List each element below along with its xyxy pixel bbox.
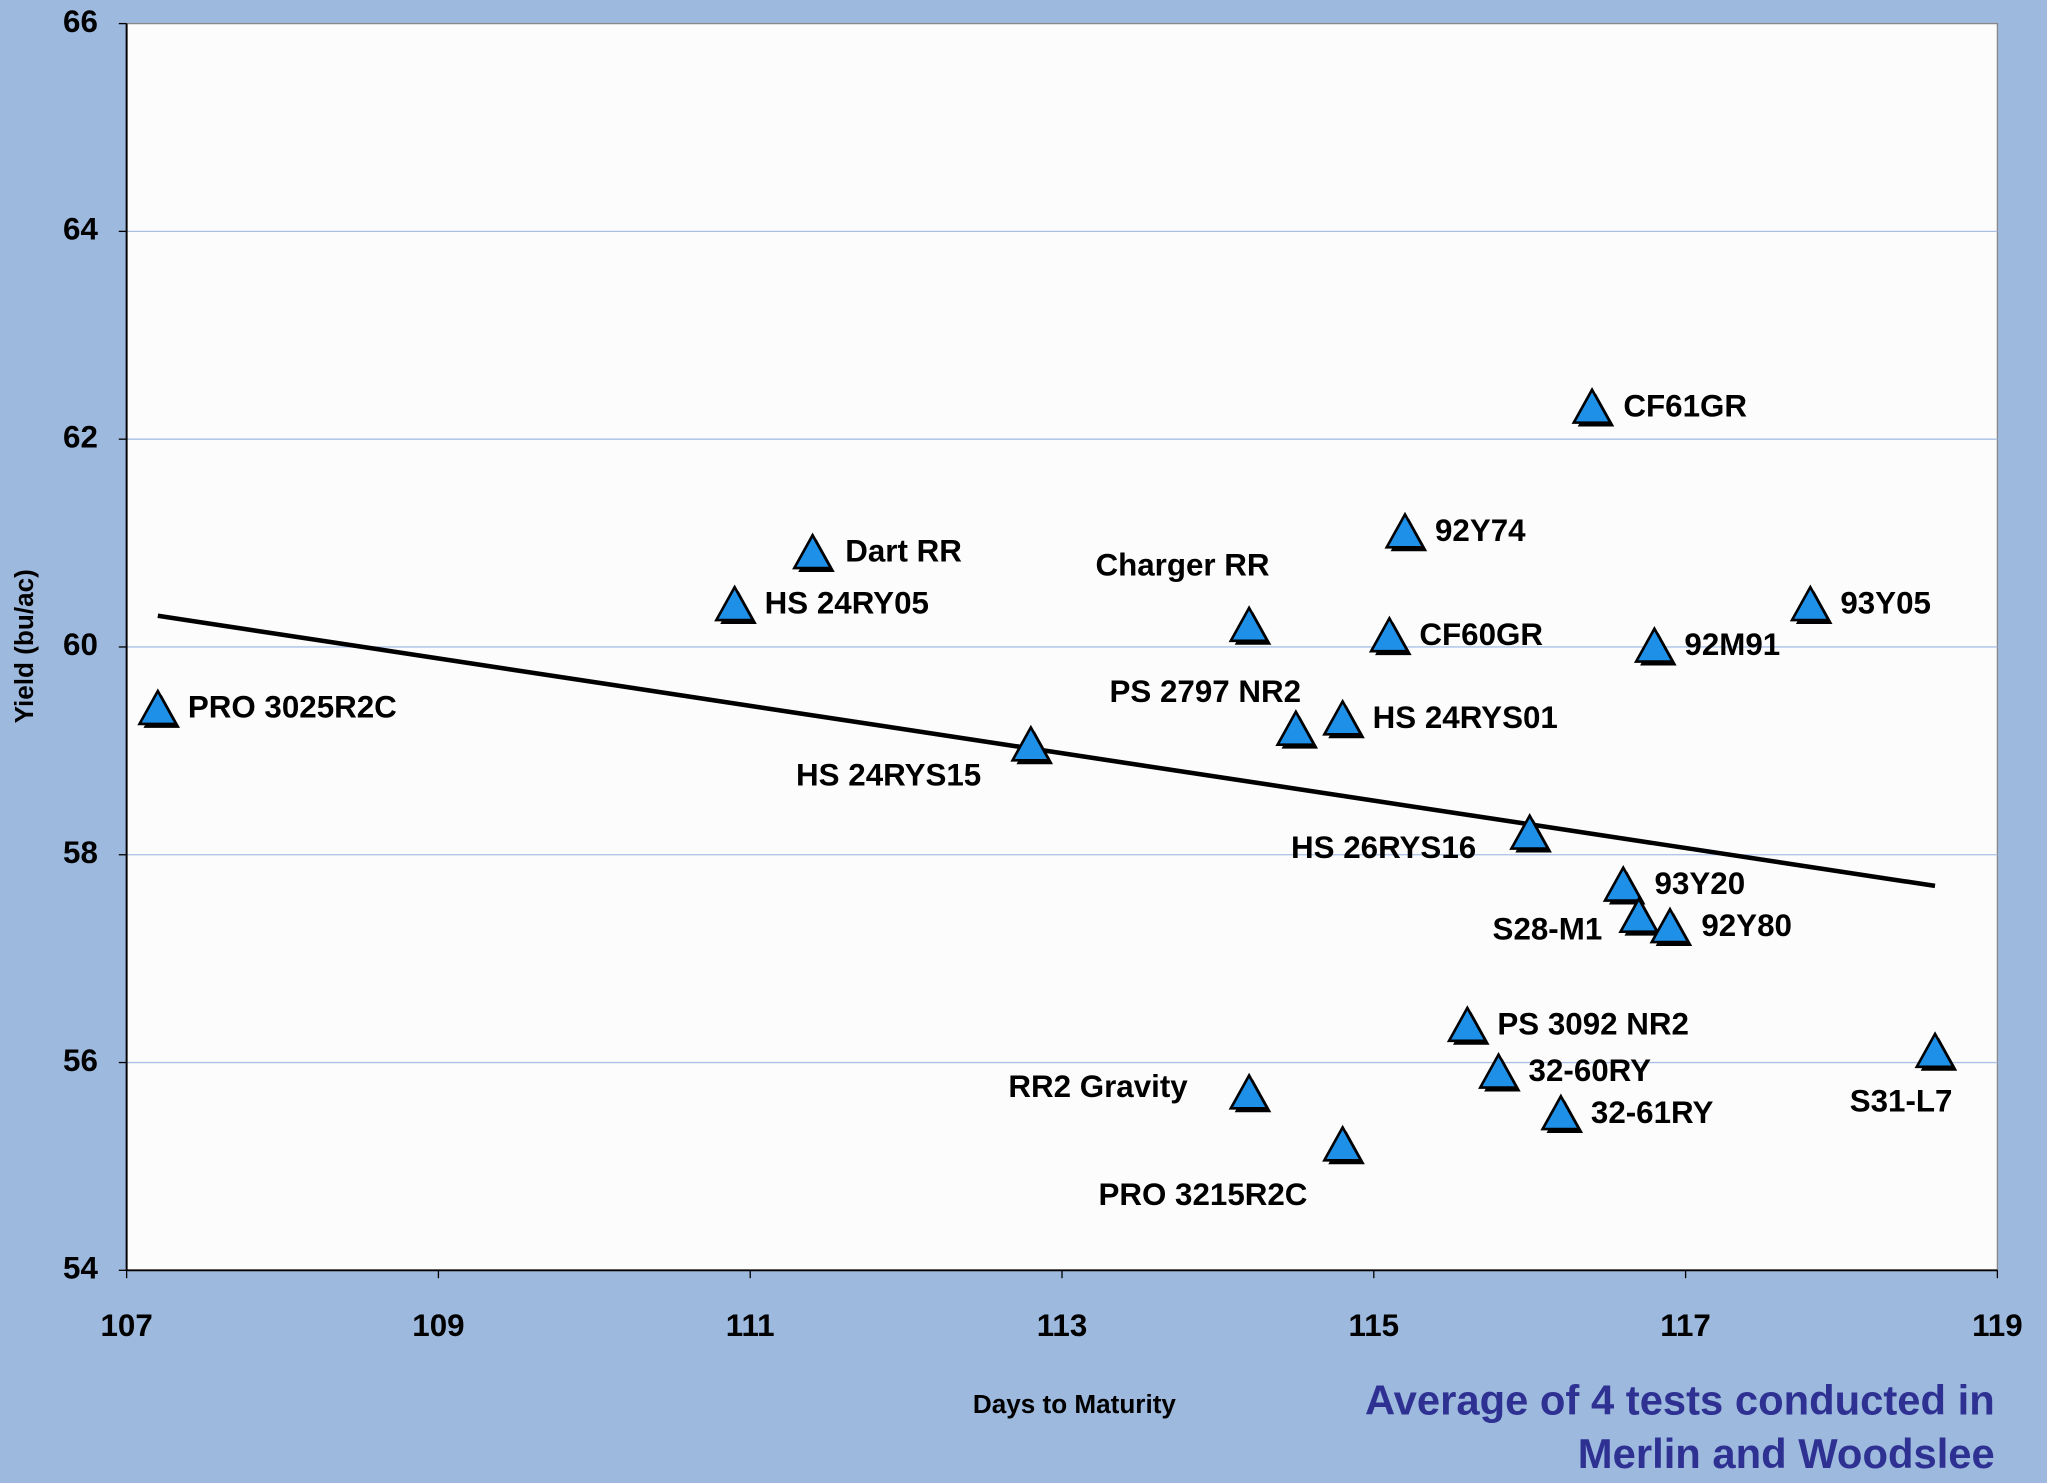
point-label: 32-61RY — [1591, 1095, 1714, 1130]
point-label: S28-M1 — [1493, 912, 1603, 947]
y-axis-label: Yield (bu/ac) — [9, 569, 39, 723]
marker — [1322, 1124, 1364, 1162]
point-label: PS 2797 NR2 — [1110, 674, 1302, 709]
marker — [714, 584, 756, 622]
point-label: PS 3092 NR2 — [1497, 1006, 1689, 1041]
marker — [1602, 864, 1644, 902]
point-label: 92Y74 — [1435, 513, 1526, 548]
marker — [1322, 698, 1364, 736]
point-label: HS 24RY05 — [765, 586, 929, 621]
point-label: RR2 Gravity — [1008, 1069, 1188, 1104]
point-label: HS 24RYS15 — [796, 757, 981, 792]
marker — [1228, 1072, 1270, 1110]
point-label: S31-L7 — [1850, 1083, 1953, 1118]
point-label: PRO 3025R2C — [188, 690, 397, 725]
marker — [1446, 1005, 1488, 1043]
x-tick-label: 117 — [1660, 1308, 1711, 1343]
marker — [1633, 625, 1675, 663]
x-tick-label: 111 — [726, 1308, 775, 1343]
marker — [1010, 724, 1052, 762]
marker — [1509, 813, 1551, 850]
marker — [1789, 584, 1831, 622]
x-tick-label: 113 — [1037, 1308, 1088, 1343]
point-label: 93Y05 — [1840, 586, 1931, 621]
point-label: 92M91 — [1684, 627, 1780, 662]
marker — [1914, 1031, 1956, 1069]
y-tick-label: 66 — [63, 4, 98, 39]
point-label: CF60GR — [1419, 617, 1543, 652]
x-tick-label: 107 — [100, 1308, 152, 1343]
marker — [1368, 615, 1410, 653]
marker — [1540, 1093, 1582, 1131]
point-label: 32-60RY — [1529, 1053, 1652, 1088]
x-tick-label: 119 — [1972, 1308, 2023, 1343]
y-tick-label: 64 — [63, 212, 98, 247]
y-tick-label: 62 — [63, 419, 98, 454]
marker — [792, 532, 834, 570]
x-axis-label: Days to Maturity — [973, 1389, 1176, 1419]
point-label: CF61GR — [1623, 388, 1747, 423]
point-label: Charger RR — [1095, 548, 1269, 583]
trendline — [157, 613, 1936, 889]
y-tick-label: 54 — [63, 1251, 98, 1286]
annotation: Average of 4 tests conducted in — [1365, 1377, 1995, 1424]
point-label: 92Y80 — [1701, 908, 1792, 943]
point-label: HS 24RYS01 — [1373, 700, 1558, 735]
annotation: Merlin and Woodslee — [1578, 1430, 1995, 1477]
point-label: HS 26RYS16 — [1291, 830, 1476, 865]
marker — [1228, 605, 1270, 643]
marker — [1478, 1051, 1520, 1089]
marker — [1571, 387, 1613, 424]
marker — [1649, 906, 1691, 944]
y-tick-label: 60 — [63, 627, 98, 662]
point-label: 93Y20 — [1655, 866, 1746, 901]
marker — [1618, 896, 1660, 934]
marker — [1384, 511, 1426, 549]
x-tick-label: 115 — [1349, 1308, 1400, 1343]
marker — [1275, 709, 1317, 747]
point-label: Dart RR — [845, 534, 962, 569]
x-tick-label: 109 — [412, 1308, 464, 1343]
point-label: PRO 3215R2C — [1098, 1177, 1307, 1212]
y-tick-label: 58 — [63, 835, 98, 870]
y-tick-label: 56 — [63, 1043, 98, 1078]
marker — [137, 688, 179, 726]
